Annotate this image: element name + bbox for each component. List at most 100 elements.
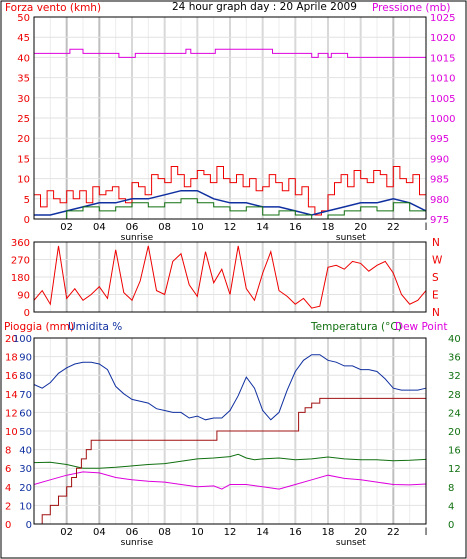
panel1-x-tick-label: 14 [256, 222, 269, 233]
panel1-x-tick-label: 10 [191, 222, 204, 233]
rain-tick-label: 0 [5, 520, 11, 531]
wind-direction-tick-label: 90 [17, 291, 30, 302]
compass-label: W [432, 255, 443, 267]
pressure-tick-label: 975 [430, 215, 449, 226]
temperature-tick-label: 0 [448, 520, 454, 531]
panel3-x-tick-label: 10 [191, 527, 204, 538]
panel1-frame [33, 16, 427, 220]
series-pressione-mb- [34, 48, 426, 58]
series-dew-point [33, 471, 427, 490]
panel1-x-tick-label: 20 [354, 222, 367, 233]
humidity-tick-label: 40 [19, 446, 32, 457]
humidity-tick-label: 10 [19, 501, 32, 512]
wind-speed-axis-title: Forza vento (kmh) [5, 2, 101, 14]
chart-title: 24 hour graph day : 20 Aprile 2009 [172, 1, 357, 13]
panel1-x-tick-label: 22 [387, 222, 400, 233]
compass-label: S [432, 272, 439, 284]
pressure-tick-label: 1025 [430, 13, 455, 24]
wind-direction-tick-label: 0 [24, 308, 30, 319]
series-vento-medio-kmh- [34, 189, 427, 216]
humidity-tick-label: 70 [19, 390, 32, 401]
wind-direction-tick-label: 180 [11, 273, 30, 284]
humidity-tick-label: 50 [19, 427, 32, 438]
rain-tick-label: 2 [5, 501, 11, 512]
rain-tick-label: 20 [5, 334, 18, 345]
dewpoint-axis-title: Dew Point [395, 321, 448, 333]
rain-tick-label: 6 [5, 464, 11, 475]
wind-speed-tick-label: 50 [17, 13, 30, 24]
panel1-x-tick-label: 12 [224, 222, 237, 233]
humidity-tick-label: 0 [26, 520, 32, 531]
humidity-axis-title: Umidita % [68, 321, 122, 333]
panel1-x-tick-label: 16 [289, 222, 302, 233]
pressure-tick-label: 1000 [430, 114, 455, 125]
panel3-x-tick-label: 02 [60, 527, 73, 538]
rain-tick-label: 8 [5, 446, 11, 457]
series-vento-kmh- [34, 198, 427, 220]
rain-tick-label: 4 [5, 483, 11, 494]
rain-tick-label: 10 [5, 427, 18, 438]
panel3-x-tick-label: 06 [126, 527, 139, 538]
panel3-x-tick-label: l [425, 527, 428, 538]
temperature-tick-label: 4 [448, 501, 454, 512]
wind-speed-tick-label: 45 [17, 33, 30, 44]
temperature-tick-label: 12 [448, 464, 461, 475]
rain-tick-label: 18 [5, 353, 18, 364]
series-wind-direction [33, 245, 427, 309]
panel3-sunset-label: sunset [336, 538, 366, 548]
panel1-x-tick-label: 18 [322, 222, 335, 233]
wind-speed-tick-label: 35 [17, 74, 30, 85]
compass-label: N [432, 237, 440, 249]
pressure-tick-label: 1010 [430, 74, 455, 85]
series-pioggia-mm- [34, 397, 426, 525]
humidity-tick-label: 90 [19, 353, 32, 364]
temperature-tick-label: 20 [448, 427, 461, 438]
wind-speed-tick-label: 40 [17, 53, 30, 64]
wind-speed-tick-label: 20 [17, 134, 30, 145]
humidity-tick-label: 30 [19, 464, 32, 475]
wind-direction-tick-label: 270 [11, 256, 30, 267]
humidity-tick-label: 80 [19, 371, 32, 382]
series-raffica-kmh- [34, 166, 427, 216]
wind-speed-tick-label: 25 [17, 114, 30, 125]
panel1-sunset-label: sunset [336, 233, 366, 243]
pressure-tick-label: 990 [430, 154, 449, 165]
wind-direction-tick-label: 360 [11, 238, 30, 249]
panel3-sunrise-label: sunrise [121, 538, 154, 548]
wind-speed-tick-label: 15 [17, 154, 30, 165]
series-umidita- [33, 354, 427, 421]
temperature-tick-label: 28 [448, 390, 461, 401]
humidity-tick-label: 100 [13, 334, 32, 345]
wind-speed-tick-label: 30 [17, 94, 30, 105]
panel3-x-tick-label: 20 [354, 527, 367, 538]
panel3-x-tick-label: 08 [158, 527, 171, 538]
rain-tick-label: 14 [5, 390, 18, 401]
wind-speed-tick-label: 10 [17, 175, 30, 186]
panel3-x-tick-label: 12 [224, 527, 237, 538]
rain-tick-label: 12 [5, 408, 18, 419]
rain-tick-label: 16 [5, 371, 18, 382]
wind-speed-tick-label: 5 [24, 195, 30, 206]
panel1-x-tick-label: 04 [93, 222, 106, 233]
panel1-x-tick-label: l [425, 222, 428, 233]
wind-speed-tick-label: 0 [24, 215, 30, 226]
pressure-tick-label: 985 [430, 175, 449, 186]
humidity-tick-label: 60 [19, 408, 32, 419]
temperature-tick-label: 8 [448, 483, 454, 494]
temperature-tick-label: 16 [448, 446, 461, 457]
panel1-x-tick-label: 02 [60, 222, 73, 233]
chart-panels: 0510152025303540455097598098599099510001… [5, 13, 461, 548]
pressure-tick-label: 980 [430, 195, 449, 206]
rain-axis-title: Pioggia (mm) [4, 321, 74, 333]
temperature-tick-label: 40 [448, 334, 461, 345]
pressure-tick-label: 995 [430, 134, 449, 145]
panel1-sunrise-label: sunrise [121, 233, 154, 243]
series-temperatura-c- [33, 453, 427, 469]
panel3-x-tick-label: 16 [289, 527, 302, 538]
temperature-axis-title: Temperatura (°C) [310, 321, 402, 333]
pressure-tick-label: 1015 [430, 53, 455, 64]
temperature-tick-label: 24 [448, 408, 461, 419]
compass-label: N [432, 307, 440, 319]
humidity-tick-label: 20 [19, 483, 32, 494]
